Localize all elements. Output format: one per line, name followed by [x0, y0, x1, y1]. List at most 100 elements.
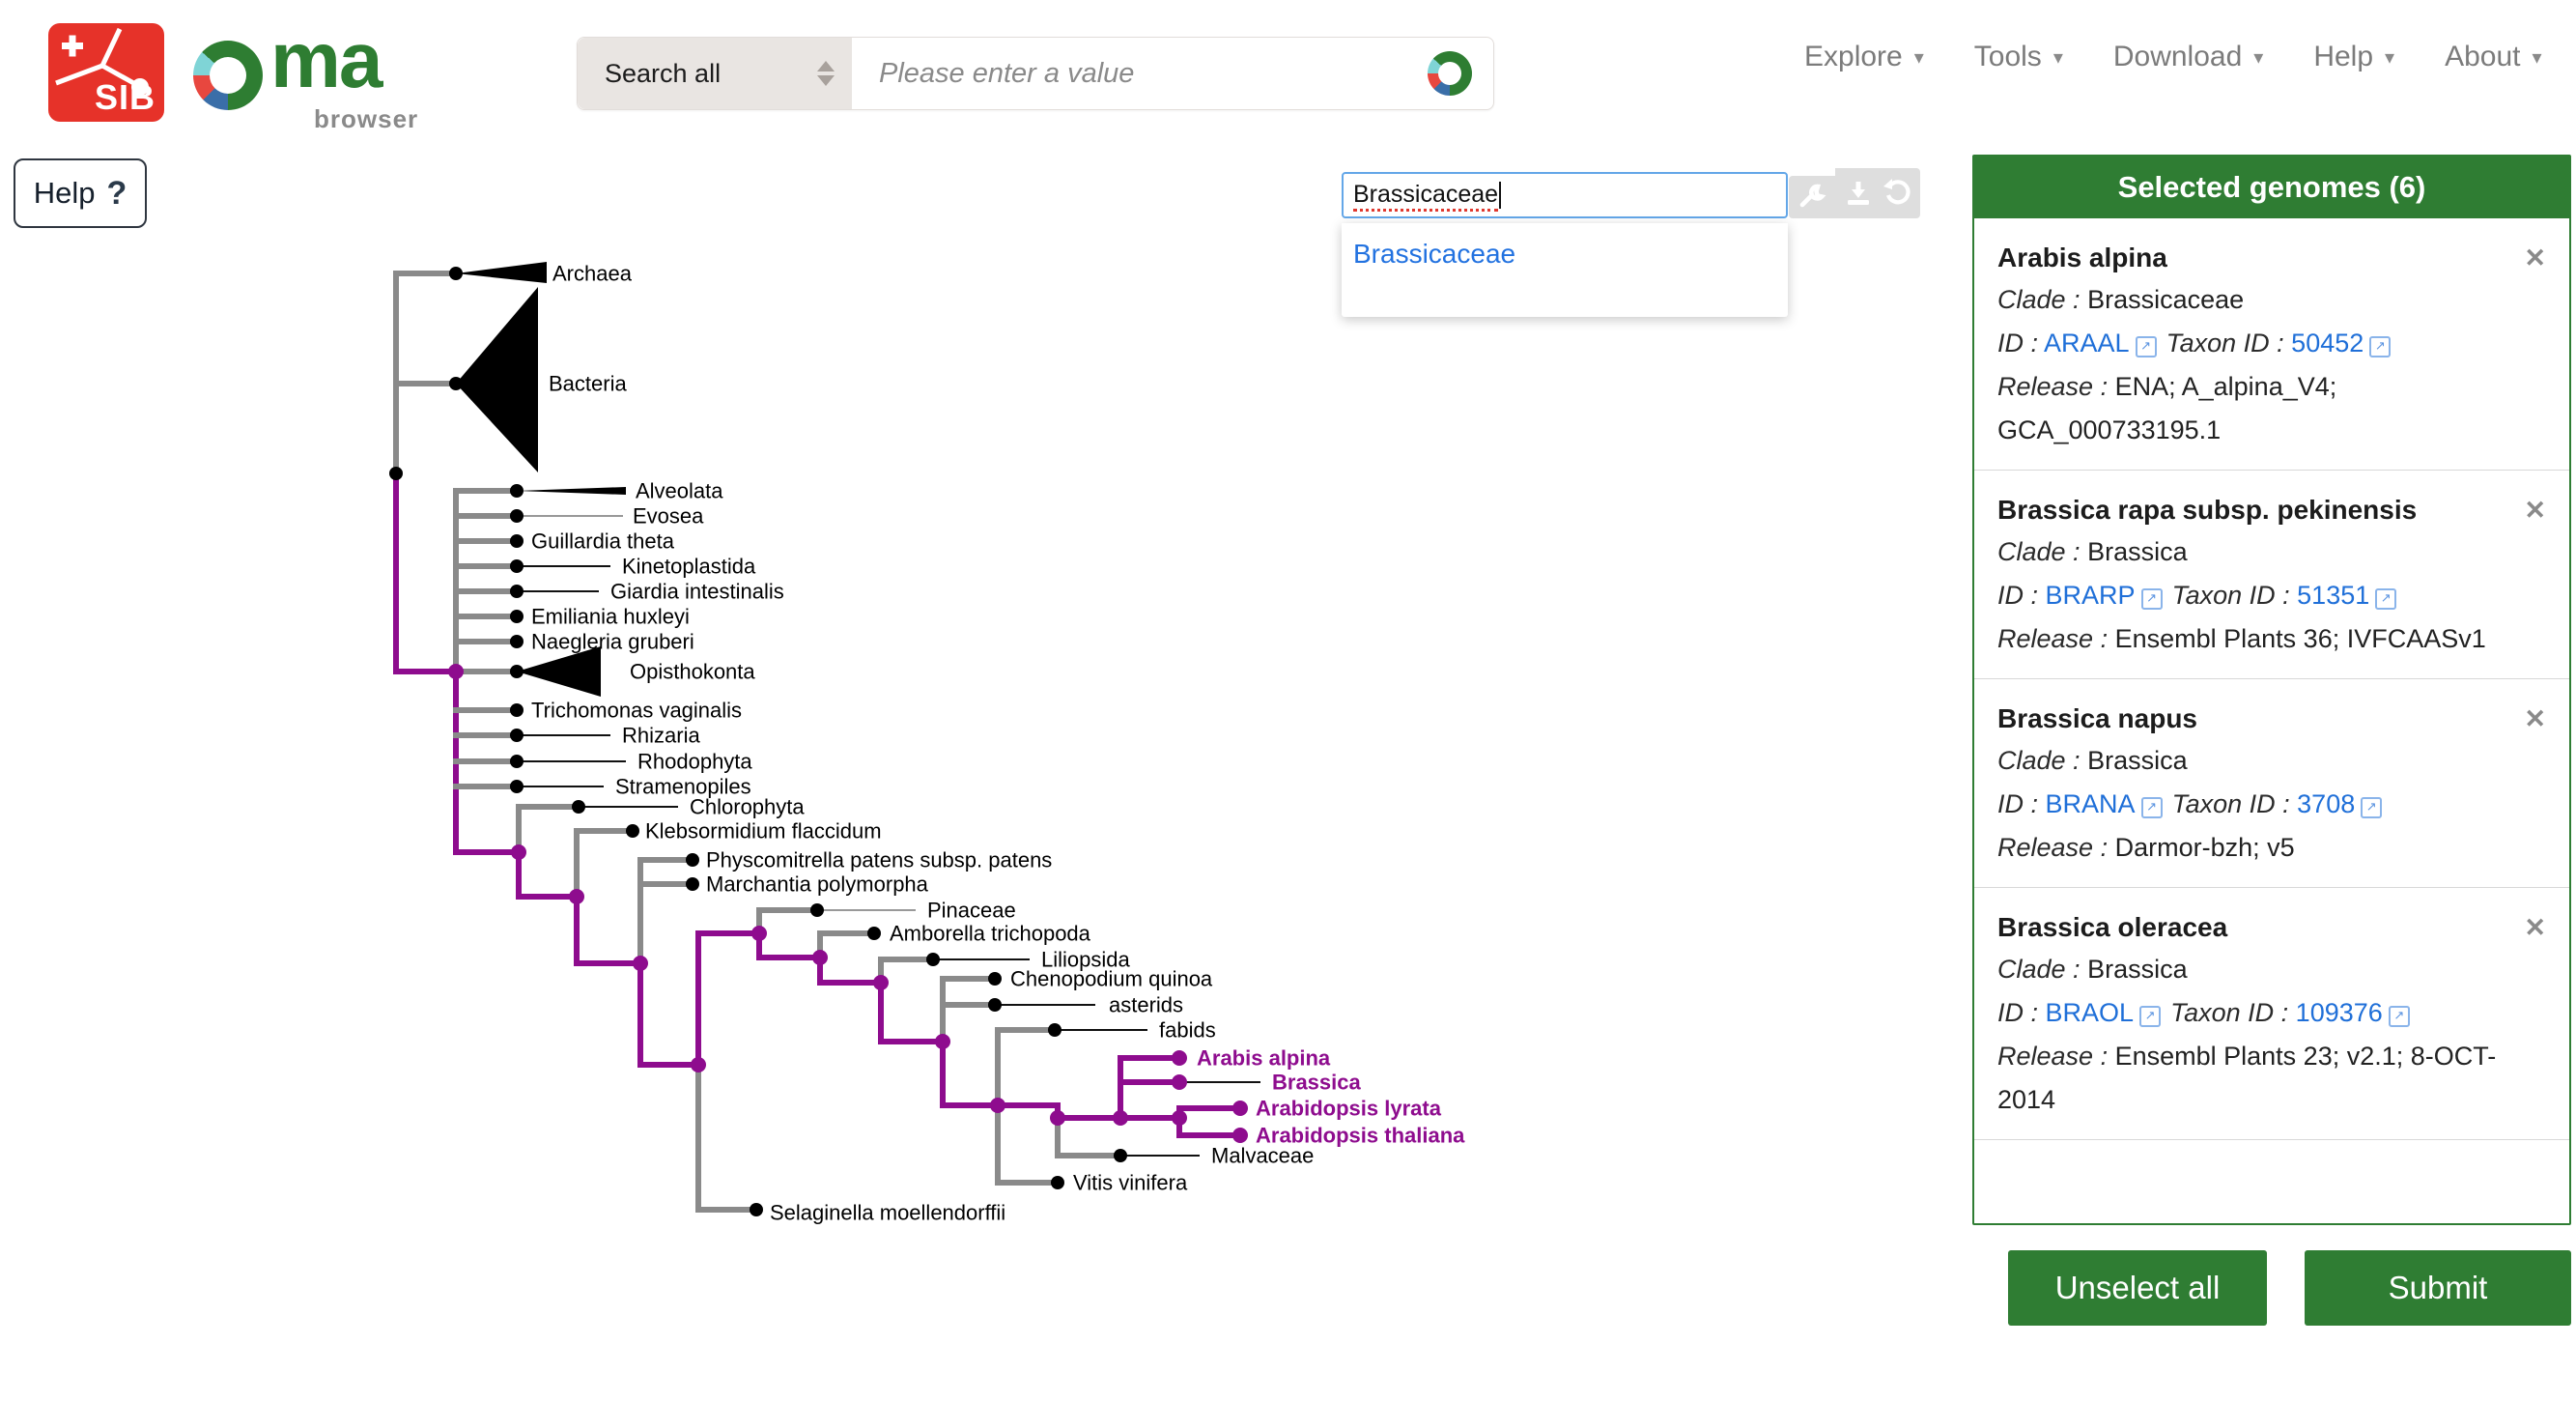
collapsed-clade-triangle[interactable] [456, 287, 538, 472]
tree-node-dot[interactable] [626, 824, 639, 838]
tree-tip-label[interactable]: Klebsormidium flaccidum [645, 819, 882, 843]
close-icon[interactable]: ✕ [2524, 913, 2546, 942]
tree-node-dot[interactable] [691, 1057, 706, 1072]
tree-node-dot[interactable] [990, 1098, 1005, 1113]
tree-node-dot[interactable] [510, 703, 524, 717]
taxon-id-link[interactable]: 109376 [2295, 998, 2383, 1027]
tree-node-dot[interactable] [511, 844, 526, 860]
collapsed-clade-triangle[interactable] [517, 646, 601, 697]
external-link-icon[interactable]: ↗ [2140, 797, 2163, 818]
wrench-icon[interactable] [1798, 183, 1826, 212]
sib-logo[interactable]: SIB [48, 23, 164, 122]
tree-tip-label[interactable]: Liliopsida [1041, 948, 1130, 972]
tree-tip-label[interactable]: Stramenopiles [615, 775, 751, 799]
tree-node-dot[interactable] [1172, 1050, 1187, 1066]
tree-node-dot[interactable] [569, 889, 584, 904]
tree-node-dot[interactable] [510, 755, 524, 768]
tree-node-dot[interactable] [510, 635, 524, 648]
tree-tip-label[interactable]: Rhizaria [622, 724, 700, 748]
tree-node-dot[interactable] [389, 467, 403, 480]
tree-tip-label[interactable]: Marchantia polymorpha [706, 872, 929, 897]
external-link-icon[interactable]: ↗ [2369, 336, 2392, 357]
tree-node-dot[interactable] [448, 664, 464, 679]
tree-node-dot[interactable] [686, 877, 699, 891]
genome-id-link[interactable]: BRAOL [2045, 998, 2135, 1027]
tree-tip-label[interactable]: Giardia intestinalis [610, 580, 784, 604]
tree-tip-label[interactable]: Pinaceae [927, 899, 1016, 923]
tree-node-dot[interactable] [988, 972, 1002, 986]
tree-tip-label[interactable]: Amborella trichopoda [890, 922, 1091, 946]
tree-node-dot[interactable] [1172, 1110, 1187, 1126]
taxon-id-link[interactable]: 3708 [2297, 789, 2356, 818]
collapsed-clade-triangle[interactable] [517, 487, 626, 495]
tree-node-dot[interactable] [1232, 1101, 1248, 1116]
nav-item-about[interactable]: About ▾ [2445, 41, 2541, 73]
tree-tip-label[interactable]: Malvaceae [1211, 1144, 1314, 1168]
taxon-id-link[interactable]: 51351 [2297, 581, 2370, 610]
collapsed-clade-triangle[interactable] [456, 262, 547, 283]
tree-node-dot[interactable] [751, 926, 767, 941]
tree-tip-label[interactable]: Arabidopsis thaliana [1256, 1124, 1465, 1148]
tree-node-dot[interactable] [1048, 1023, 1062, 1037]
tree-tip-label[interactable]: Evosea [633, 504, 704, 529]
tree-node-dot[interactable] [449, 267, 463, 280]
external-link-icon[interactable]: ↗ [2140, 588, 2163, 610]
tree-tip-label[interactable]: Arabidopsis lyrata [1256, 1097, 1442, 1121]
external-link-icon[interactable]: ↗ [2139, 1006, 2162, 1027]
close-icon[interactable]: ✕ [2524, 496, 2546, 525]
nav-item-explore[interactable]: Explore ▾ [1804, 41, 1924, 73]
tree-node-dot[interactable] [873, 975, 889, 990]
taxon-id-link[interactable]: 50452 [2291, 329, 2364, 357]
tree-tip-label[interactable]: Alveolata [636, 479, 723, 503]
tree-tip-label[interactable]: Opisthokonta [630, 660, 755, 684]
tree-node-dot[interactable] [510, 585, 524, 598]
tree-node-dot[interactable] [1232, 1128, 1248, 1143]
tree-tip-label[interactable]: Chenopodium quinoa [1010, 967, 1213, 991]
tree-tip-label[interactable]: Rhodophyta [637, 750, 752, 774]
tree-node-dot[interactable] [810, 903, 824, 917]
tree-node-dot[interactable] [510, 559, 524, 573]
tree-tip-label[interactable]: asterids [1109, 993, 1183, 1017]
external-link-icon[interactable]: ↗ [2361, 797, 2383, 818]
genome-id-link[interactable]: ARAAL [2044, 329, 2130, 357]
external-link-icon[interactable]: ↗ [2375, 588, 2397, 610]
tree-tip-label[interactable]: Chlorophyta [690, 795, 805, 819]
tree-node-dot[interactable] [510, 780, 524, 793]
global-search-input[interactable]: Please enter a value [852, 38, 1493, 109]
tree-node-dot[interactable] [988, 998, 1002, 1012]
scope-spinner-icon[interactable] [817, 61, 835, 86]
download-icon[interactable] [1844, 179, 1873, 208]
tree-node-dot[interactable] [1172, 1074, 1187, 1090]
external-link-icon[interactable]: ↗ [2388, 1006, 2410, 1027]
tree-node-dot[interactable] [572, 800, 585, 814]
external-link-icon[interactable]: ↗ [2135, 336, 2157, 357]
undo-icon[interactable] [1882, 179, 1911, 208]
unselect-all-button[interactable]: Unselect all [2008, 1250, 2267, 1326]
tree-node-dot[interactable] [750, 1203, 763, 1216]
tree-tip-label[interactable]: Guillardia theta [531, 529, 675, 554]
tree-tip-label[interactable]: Naegleria gruberi [531, 630, 694, 654]
genome-id-link[interactable]: BRANA [2045, 789, 2136, 818]
tree-tip-label[interactable]: Physcomitrella patens subsp. patens [706, 848, 1052, 872]
tree-tip-label[interactable]: Arabis alpina [1197, 1046, 1331, 1071]
nav-item-download[interactable]: Download ▾ [2113, 41, 2263, 73]
tree-tip-label[interactable]: Vitis vinifera [1073, 1171, 1188, 1195]
tree-tip-label[interactable]: Selaginella moellendorffii [770, 1201, 1005, 1225]
tree-tip-label[interactable]: Bacteria [549, 372, 627, 396]
tree-node-dot[interactable] [510, 729, 524, 742]
tree-node-dot[interactable] [812, 950, 828, 965]
tree-node-dot[interactable] [633, 956, 648, 971]
nav-item-help[interactable]: Help ▾ [2313, 41, 2394, 73]
tree-node-dot[interactable] [510, 484, 524, 498]
tree-node-dot[interactable] [510, 534, 524, 548]
tree-tip-label[interactable]: Emiliania huxleyi [531, 605, 690, 629]
tree-node-dot[interactable] [935, 1034, 950, 1049]
tree-node-dot[interactable] [1113, 1110, 1128, 1126]
tree-node-dot[interactable] [686, 853, 699, 867]
tree-node-dot[interactable] [1114, 1149, 1127, 1162]
submit-button[interactable]: Submit [2305, 1250, 2571, 1326]
close-icon[interactable]: ✕ [2524, 704, 2546, 733]
genome-search-input[interactable]: Brassicaceae [1342, 172, 1788, 218]
tree-node-dot[interactable] [867, 927, 881, 940]
tree-node-dot[interactable] [510, 665, 524, 678]
